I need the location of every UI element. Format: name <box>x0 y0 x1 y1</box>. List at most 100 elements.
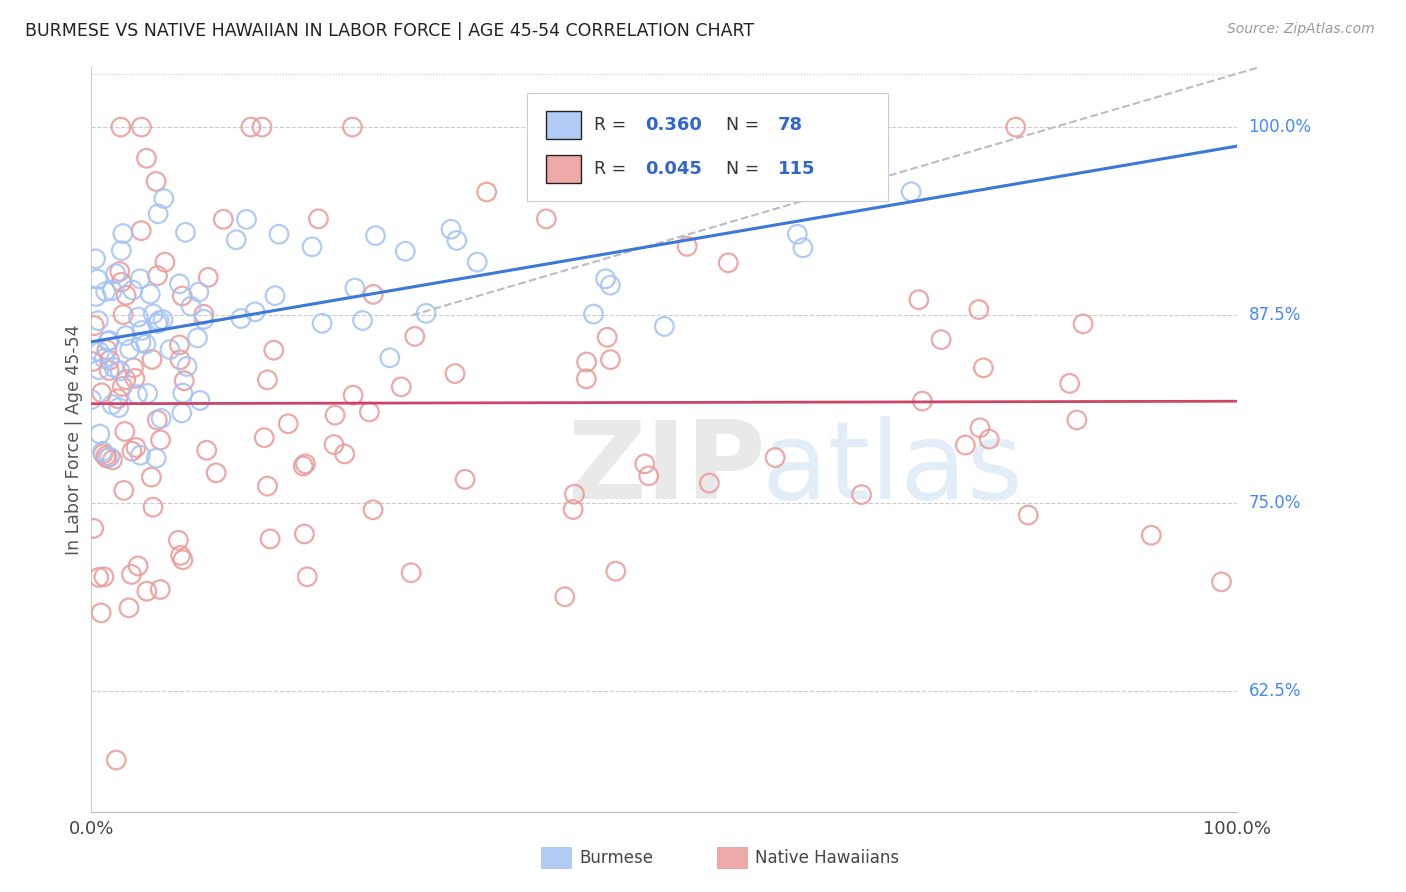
Point <box>297 570 319 584</box>
Point <box>121 567 143 582</box>
Point <box>173 374 195 388</box>
Point <box>676 239 699 253</box>
Point <box>250 120 273 134</box>
Point <box>205 466 228 480</box>
Point <box>82 354 104 368</box>
Point <box>101 453 124 467</box>
Point <box>146 207 169 221</box>
Point <box>159 343 181 357</box>
Point <box>129 224 152 238</box>
Point <box>929 333 952 347</box>
Point <box>717 256 740 270</box>
Point <box>98 450 121 464</box>
Point <box>323 437 346 451</box>
Text: atlas: atlas <box>762 416 1024 522</box>
Point <box>582 307 605 321</box>
Point <box>399 566 422 580</box>
Point <box>440 222 463 236</box>
Text: R =: R = <box>595 116 633 134</box>
Point <box>108 264 131 278</box>
Point <box>149 433 172 447</box>
Point <box>172 289 194 303</box>
Text: N =: N = <box>727 160 765 178</box>
Point <box>145 174 167 188</box>
Point <box>967 302 990 317</box>
Point <box>415 306 437 320</box>
Point <box>595 272 617 286</box>
Text: 75.0%: 75.0% <box>1249 494 1301 512</box>
Point <box>98 363 121 377</box>
Point <box>93 570 115 584</box>
Point <box>150 411 173 425</box>
Point <box>187 285 209 299</box>
Point <box>575 372 598 386</box>
Point <box>900 185 922 199</box>
Point <box>352 313 374 327</box>
Point <box>169 338 191 352</box>
Point <box>972 360 994 375</box>
Point <box>146 268 169 283</box>
Point <box>243 305 266 319</box>
Point <box>599 352 621 367</box>
Point <box>311 316 333 330</box>
Point <box>239 120 262 134</box>
Point <box>131 120 153 134</box>
Point <box>141 352 163 367</box>
Point <box>564 487 586 501</box>
Point <box>112 308 135 322</box>
Point <box>97 334 120 349</box>
Text: BURMESE VS NATIVE HAWAIIAN IN LABOR FORCE | AGE 45-54 CORRELATION CHART: BURMESE VS NATIVE HAWAIIAN IN LABOR FORC… <box>25 22 755 40</box>
Point <box>1066 413 1088 427</box>
Point <box>114 425 136 439</box>
Text: Burmese: Burmese <box>579 849 654 867</box>
Point <box>94 449 117 463</box>
Point <box>101 398 124 412</box>
Point <box>142 307 165 321</box>
Point <box>139 287 162 301</box>
Point <box>107 392 129 406</box>
Point <box>911 394 934 409</box>
Point <box>129 448 152 462</box>
Text: 0.360: 0.360 <box>645 116 702 134</box>
Point <box>342 120 364 134</box>
Point <box>110 244 132 258</box>
Point <box>125 441 148 455</box>
Point <box>301 240 323 254</box>
Point <box>225 233 247 247</box>
Point <box>152 312 174 326</box>
Point <box>267 227 290 242</box>
Point <box>169 549 191 563</box>
Point <box>135 337 157 351</box>
Point <box>253 431 276 445</box>
Point <box>169 277 191 291</box>
Point <box>955 438 977 452</box>
Point <box>84 252 107 266</box>
Point <box>475 185 498 199</box>
Point <box>277 417 299 431</box>
Point <box>110 275 132 289</box>
Point <box>121 283 143 297</box>
Point <box>104 267 127 281</box>
Text: 115: 115 <box>778 160 815 178</box>
Point <box>89 344 111 359</box>
Point <box>118 343 141 357</box>
Point <box>89 427 111 442</box>
Point <box>907 293 929 307</box>
Point <box>378 351 401 365</box>
Point <box>979 432 1001 446</box>
Point <box>141 470 163 484</box>
Point <box>83 521 105 535</box>
Point <box>1071 317 1094 331</box>
Point <box>1059 376 1081 391</box>
Point <box>294 527 316 541</box>
Point <box>131 323 153 337</box>
Text: 0.045: 0.045 <box>645 160 702 178</box>
Point <box>169 352 191 367</box>
Point <box>212 212 235 227</box>
Point <box>114 373 136 387</box>
Point <box>389 380 412 394</box>
Point <box>98 334 121 348</box>
Point <box>149 582 172 597</box>
Point <box>118 600 141 615</box>
Point <box>605 564 627 578</box>
